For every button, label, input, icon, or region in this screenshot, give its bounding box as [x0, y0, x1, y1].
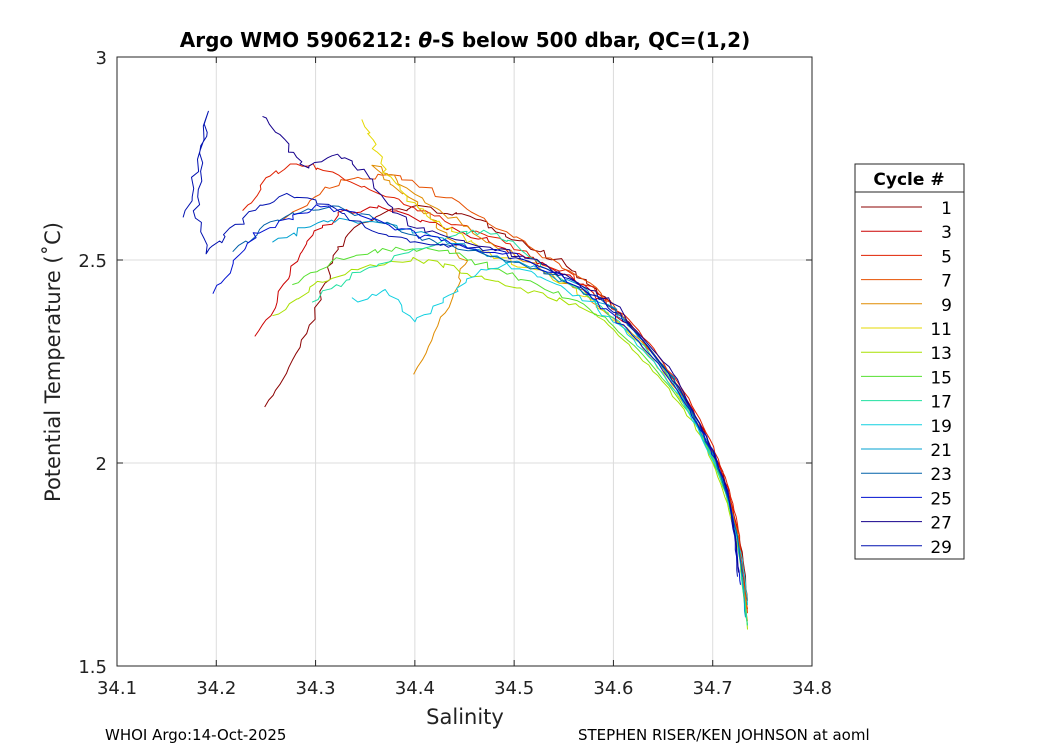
- x-tick-label: 34.1: [97, 678, 137, 699]
- x-tick-label: 34.6: [593, 678, 633, 699]
- chart-title-prefix: Argo WMO 5906212:: [180, 28, 419, 52]
- x-tick-label: 34.7: [693, 678, 733, 699]
- series-line-cycle-13: [272, 256, 748, 630]
- legend-box: [854, 163, 965, 560]
- x-tick-label: 34.5: [494, 678, 534, 699]
- x-tick-label: 34.3: [296, 678, 336, 699]
- chart-title: Argo WMO 5906212: θ-S below 500 dbar, QC…: [180, 28, 750, 52]
- legend-label: 5: [941, 247, 952, 267]
- chart-title-theta: θ: [418, 28, 432, 52]
- x-tick-label: 34.2: [196, 678, 236, 699]
- legend-label: 29: [930, 538, 952, 558]
- legend-label: 1: [941, 199, 952, 219]
- plot-area: [116, 56, 813, 667]
- legend-label: 19: [930, 417, 952, 437]
- legend-label: 3: [941, 223, 952, 243]
- legend-label: 25: [930, 489, 952, 509]
- legend-label: 13: [930, 344, 952, 364]
- legend-label: 15: [930, 368, 952, 388]
- legend-label: 27: [930, 514, 952, 534]
- series-layer: [182, 110, 748, 630]
- x-tick-label: 34.4: [395, 678, 435, 699]
- legend-label: 7: [941, 272, 952, 292]
- legend-label: 11: [930, 320, 952, 340]
- footer-right: STEPHEN RISER/KEN JOHNSON at aoml: [578, 726, 870, 744]
- series-line-cycle-29: [182, 110, 738, 577]
- legend-label: 17: [930, 393, 952, 413]
- y-tick-label: 2: [96, 454, 107, 475]
- y-axis-label: Potential Temperature (˚C): [41, 222, 65, 502]
- legend-label: 9: [941, 296, 952, 316]
- y-tick-label: 1.5: [78, 657, 107, 678]
- axis-ticks: 34.1 34.2 34.3 34.4 34.5 34.6 34.7 34.8 1.5 2 2.5 3: [78, 48, 832, 699]
- legend-title: Cycle #: [873, 170, 944, 190]
- y-tick-label: 3: [96, 48, 107, 69]
- chart-title-suffix: -S below 500 dbar, QC=(1,2): [432, 28, 750, 52]
- x-tick-label: 34.8: [792, 678, 832, 699]
- legend-label: 21: [930, 441, 952, 461]
- x-axis-label: Salinity: [426, 705, 504, 729]
- legend-label: 23: [930, 465, 952, 485]
- footer-left: WHOI Argo:14-Oct-2025: [105, 726, 286, 744]
- y-tick-label: 2.5: [78, 251, 107, 272]
